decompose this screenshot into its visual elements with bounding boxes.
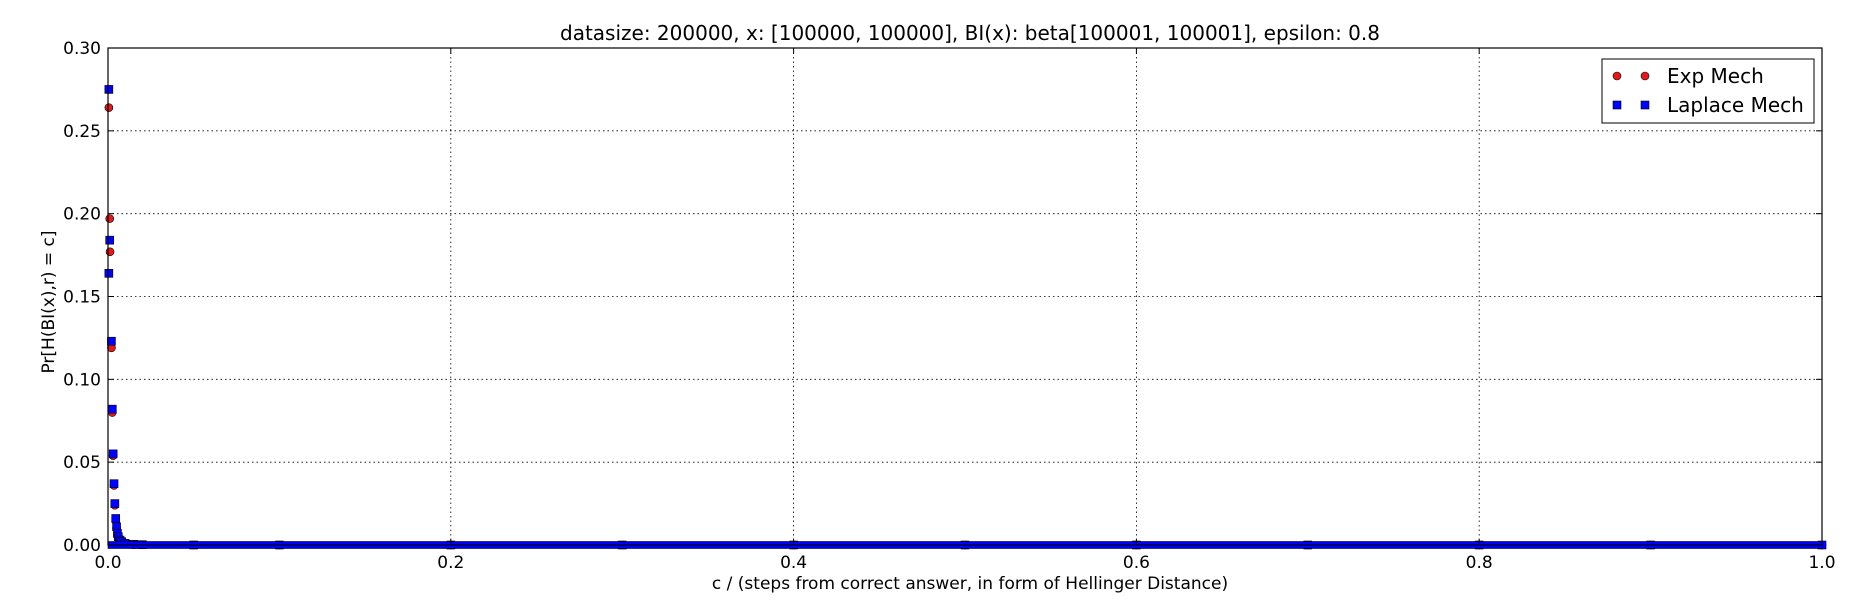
data-point	[111, 514, 121, 523]
x-axis-label: c / (steps from correct answer, in form …	[712, 574, 1228, 594]
legend-marker	[1612, 100, 1622, 110]
grid-lines	[108, 48, 1822, 545]
data-point	[110, 499, 120, 508]
y-tick-label: 0.20	[63, 205, 101, 225]
data-point	[107, 336, 116, 346]
y-tick-label: 0.00	[63, 536, 101, 556]
chart-title: datasize: 200000, x: [100000, 100000], B…	[560, 21, 1380, 45]
axis-ticks: 0.0 0.2 0.4 0.6 0.8 1.0 0.00 0.05 0.10 0.15 0.20 0.…	[63, 39, 1835, 573]
y-axis-label: Pr[H(BI(x),r) = c]	[39, 230, 59, 373]
data-point	[105, 214, 115, 223]
legend-label: Exp Mech	[1667, 64, 1764, 88]
data-point	[105, 247, 115, 257]
x-tick-label: 0.2	[437, 553, 464, 573]
x-tick-label: 0.4	[780, 553, 807, 573]
legend-marker	[1640, 100, 1650, 110]
x-tick-label: 0.8	[1466, 553, 1493, 573]
legend-label: Laplace Mech	[1667, 93, 1804, 117]
x-tick-label: 0.0	[94, 553, 121, 573]
legend-marker	[1612, 71, 1622, 81]
x-tick-label: 0.6	[1123, 553, 1150, 573]
data-point	[104, 103, 114, 112]
y-tick-label: 0.15	[63, 288, 101, 308]
legend: Exp Mech Laplace Mech	[1601, 58, 1815, 124]
data-point	[108, 449, 118, 459]
legend-entry: Laplace Mech	[1612, 93, 1804, 117]
y-tick-label: 0.10	[63, 370, 101, 390]
data-point	[107, 404, 117, 414]
y-tick-label: 0.05	[63, 453, 101, 473]
data-point	[104, 85, 114, 94]
x-tick-label: 1.0	[1808, 553, 1835, 573]
legend-marker	[1640, 71, 1650, 81]
data-point	[105, 235, 115, 245]
data-point	[104, 269, 114, 278]
legend-box	[1601, 58, 1815, 124]
data-point	[109, 479, 119, 489]
legend-entry: Exp Mech	[1612, 64, 1764, 88]
y-tick-label: 0.30	[63, 39, 101, 59]
y-tick-label: 0.25	[63, 122, 101, 142]
